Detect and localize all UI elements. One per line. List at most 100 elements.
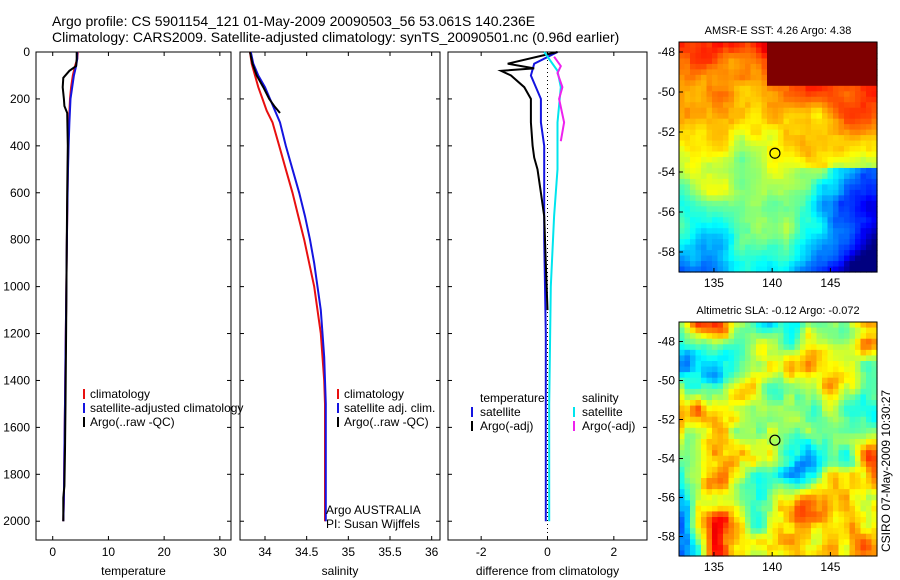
map-cell [723, 544, 730, 552]
map-cell [844, 233, 851, 240]
map-cell [833, 377, 840, 384]
map-cell [838, 102, 845, 109]
map-cell [723, 80, 730, 87]
map-cell [860, 383, 867, 390]
map-cell [783, 233, 790, 240]
map-cell [838, 200, 845, 207]
map-cell [734, 494, 741, 501]
map-cell [767, 74, 774, 81]
map-cell [695, 550, 702, 557]
map-cell [822, 206, 829, 213]
map-cell [778, 58, 785, 65]
map-cell [794, 533, 801, 540]
map-cell [695, 517, 702, 524]
map-cell [778, 366, 785, 373]
map-cell [767, 63, 774, 70]
map-cell [772, 327, 779, 334]
map-cell [734, 455, 741, 462]
map-cell [701, 322, 708, 329]
map-cell [805, 228, 812, 235]
map-cell [690, 405, 697, 412]
map-cell [811, 118, 818, 125]
map-cell [684, 233, 691, 240]
map-cell [855, 361, 862, 368]
map-cell [767, 58, 774, 65]
map-cell [844, 184, 851, 191]
map-cell [772, 333, 779, 340]
map-cell [800, 167, 807, 175]
map-cell [728, 539, 735, 546]
map-cell [767, 383, 774, 390]
map-cell [690, 118, 697, 125]
map-cell [679, 184, 686, 191]
map-cell [761, 206, 768, 213]
map-cell [761, 416, 768, 423]
map-cell [844, 162, 851, 169]
map-cell [750, 47, 757, 54]
map-cell [827, 333, 834, 340]
map-cell [800, 444, 807, 451]
map-cell [701, 489, 708, 496]
map-cell [822, 178, 829, 185]
map-cell [679, 244, 686, 251]
map-cell [838, 157, 845, 164]
map-cell [855, 366, 862, 373]
map-cell [860, 113, 867, 120]
map-cell [734, 91, 741, 98]
map-cell [871, 118, 878, 125]
map-cell [734, 411, 741, 418]
map-cell [789, 255, 796, 262]
map-cell [816, 118, 823, 125]
map-cell [866, 107, 873, 114]
map-cell [871, 228, 878, 235]
map-cell [728, 433, 735, 440]
map-cell [723, 107, 730, 114]
map-cell [844, 255, 851, 262]
map-cell [811, 162, 818, 169]
map-cell [833, 550, 840, 557]
map-cell [778, 63, 785, 70]
map-cell [816, 544, 823, 552]
map-cell [833, 472, 840, 479]
map-cell [717, 140, 724, 147]
map-cell [811, 63, 818, 70]
map-cell [750, 173, 757, 180]
map-cell [750, 189, 757, 196]
map-cell [679, 505, 686, 513]
map-cell [783, 80, 790, 87]
map-cell [756, 151, 763, 158]
map-cell [728, 200, 735, 207]
map-cell [783, 544, 790, 552]
map-cell [855, 439, 862, 446]
map-cell [866, 522, 873, 529]
map-cell [684, 383, 691, 390]
map-cell [706, 91, 713, 98]
map-cell [712, 511, 719, 518]
map-cell [772, 388, 779, 396]
map-cell [827, 107, 834, 114]
map-cell [800, 528, 807, 535]
map-cell [871, 189, 878, 196]
map-cell [706, 102, 713, 109]
map-cell [855, 533, 862, 540]
map-cell [772, 217, 779, 224]
map-cell [816, 433, 823, 440]
map-cell [706, 113, 713, 120]
map-cell [750, 539, 757, 546]
map-cell [866, 113, 873, 120]
map-cell [805, 522, 812, 529]
map-cell [706, 63, 713, 70]
figure-title-line1: Argo profile: CS 5901154_121 01-May-2009… [52, 13, 536, 29]
map-cell [695, 427, 702, 435]
map-cell [778, 544, 785, 552]
map-cell [734, 333, 741, 340]
map-cell [822, 411, 829, 418]
legend-label: satellite [480, 405, 521, 419]
map-cell [756, 222, 763, 229]
map-cell [745, 47, 752, 54]
map-cell [811, 377, 818, 384]
map-cell [816, 206, 823, 213]
map-cell [794, 233, 801, 240]
map-cell [739, 206, 746, 213]
map-cell [833, 355, 840, 362]
